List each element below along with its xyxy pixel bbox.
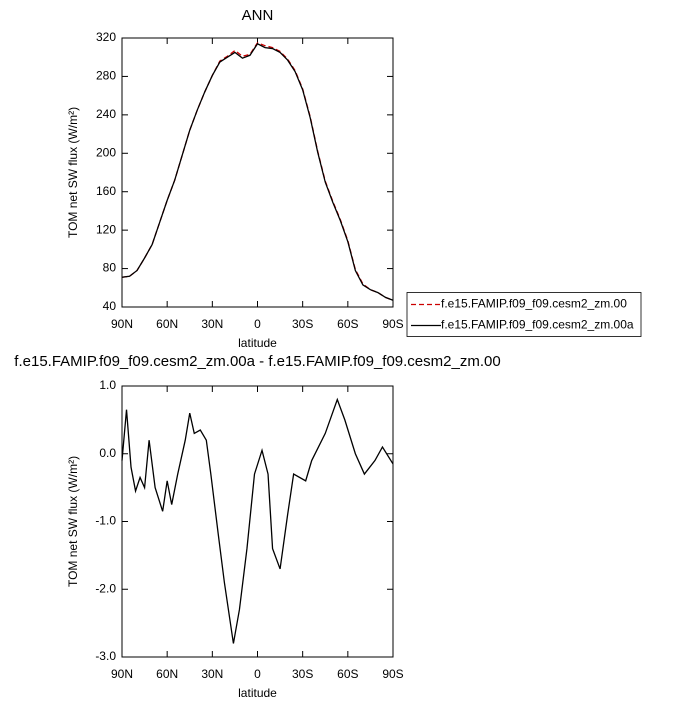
legend-box [406, 292, 642, 337]
y-tick-label: 280 [96, 69, 116, 83]
chart-title: f.e15.FAMIP.f09_f09.cesm2_zm.00a - f.e15… [14, 353, 500, 370]
x-tick-label: 90N [111, 317, 133, 331]
x-tick-label: 0 [254, 667, 261, 681]
legend-label: f.e15.FAMIP.f09_f09.cesm2_zm.00 [441, 297, 627, 311]
x-tick-label: 30N [201, 317, 223, 331]
x-tick-label: 0 [254, 317, 261, 331]
y-tick-label: -2.0 [95, 581, 116, 595]
data-line [121, 397, 394, 644]
x-tick-label: 90S [382, 667, 403, 681]
data-line [121, 42, 394, 301]
y-axis-label: TOM net SW flux (W/m²) [66, 107, 80, 238]
y-tick-label: 40 [103, 299, 117, 313]
y-tick-label: -3.0 [95, 649, 116, 663]
y-tick-label: 160 [96, 184, 116, 198]
x-axis-label: latitude [238, 336, 277, 350]
y-tick-label: -1.0 [95, 514, 116, 528]
y-tick-label: 240 [96, 107, 116, 121]
y-tick-label: 320 [96, 30, 116, 44]
x-tick-label: 30S [292, 317, 313, 331]
x-tick-label: 30N [201, 667, 223, 681]
x-axis-label: latitude [238, 686, 277, 700]
x-tick-label: 60N [156, 667, 178, 681]
x-tick-label: 30S [292, 667, 313, 681]
data-line [121, 42, 394, 301]
x-tick-label: 90S [382, 317, 403, 331]
x-tick-label: 60S [337, 667, 358, 681]
y-tick-label: 1.0 [99, 378, 116, 392]
y-tick-label: 80 [103, 261, 117, 275]
plot-frame [121, 385, 394, 658]
chart-title: ANN [242, 7, 274, 24]
y-tick-label: 0.0 [99, 446, 116, 460]
y-tick-label: 120 [96, 222, 116, 236]
legend-label: f.e15.FAMIP.f09_f09.cesm2_zm.00a [441, 318, 634, 332]
plot-frame [121, 37, 394, 308]
x-tick-label: 60S [337, 317, 358, 331]
y-tick-label: 200 [96, 145, 116, 159]
x-tick-label: 90N [111, 667, 133, 681]
y-axis-label: TOM net SW flux (W/m²) [66, 456, 80, 587]
x-tick-label: 60N [156, 317, 178, 331]
